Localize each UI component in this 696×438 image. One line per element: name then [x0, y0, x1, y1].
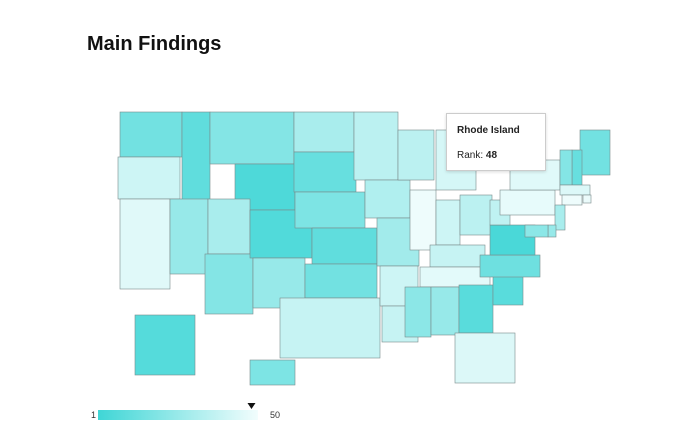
- region: [429, 244, 486, 268]
- region: [404, 286, 432, 338]
- region: [479, 254, 541, 278]
- legend-marker: [247, 403, 256, 409]
- region: [249, 359, 296, 386]
- region: [579, 129, 611, 176]
- region: [294, 191, 366, 229]
- region: [454, 332, 516, 384]
- region: [409, 189, 437, 251]
- region: [561, 194, 583, 206]
- region: [419, 266, 491, 288]
- region: [119, 111, 183, 158]
- page-title: Main Findings: [87, 33, 222, 55]
- region: [181, 111, 211, 201]
- region: [499, 189, 556, 216]
- region: [293, 151, 357, 193]
- tooltip-value: 48: [485, 150, 498, 161]
- region: [279, 297, 381, 359]
- region: [459, 194, 493, 236]
- region: [169, 198, 209, 275]
- region: [204, 253, 254, 315]
- region: [524, 224, 549, 238]
- tooltip: Rhode Island Rank: 48: [446, 113, 546, 171]
- region: [353, 111, 399, 181]
- region: [571, 149, 583, 186]
- region: [134, 314, 196, 376]
- region: [559, 184, 591, 196]
- legend-min: 1: [91, 410, 97, 420]
- region: [293, 111, 355, 153]
- region: [311, 227, 378, 265]
- tooltip-label: Rank:: [457, 150, 484, 161]
- region: [364, 179, 411, 219]
- region: [209, 111, 295, 165]
- region: [547, 224, 557, 238]
- region: [397, 129, 435, 181]
- tooltip-name: Rhode Island: [457, 125, 520, 136]
- region: [119, 198, 171, 290]
- region: [492, 274, 524, 306]
- region: [435, 199, 461, 246]
- region: [554, 204, 566, 231]
- legend-bar: [98, 410, 258, 420]
- legend-max: 50: [270, 410, 281, 420]
- region: [582, 194, 592, 204]
- region: [430, 286, 460, 336]
- region: [207, 198, 251, 255]
- region: [117, 156, 181, 200]
- region: [458, 284, 494, 334]
- region: [304, 263, 378, 299]
- region: [559, 149, 573, 186]
